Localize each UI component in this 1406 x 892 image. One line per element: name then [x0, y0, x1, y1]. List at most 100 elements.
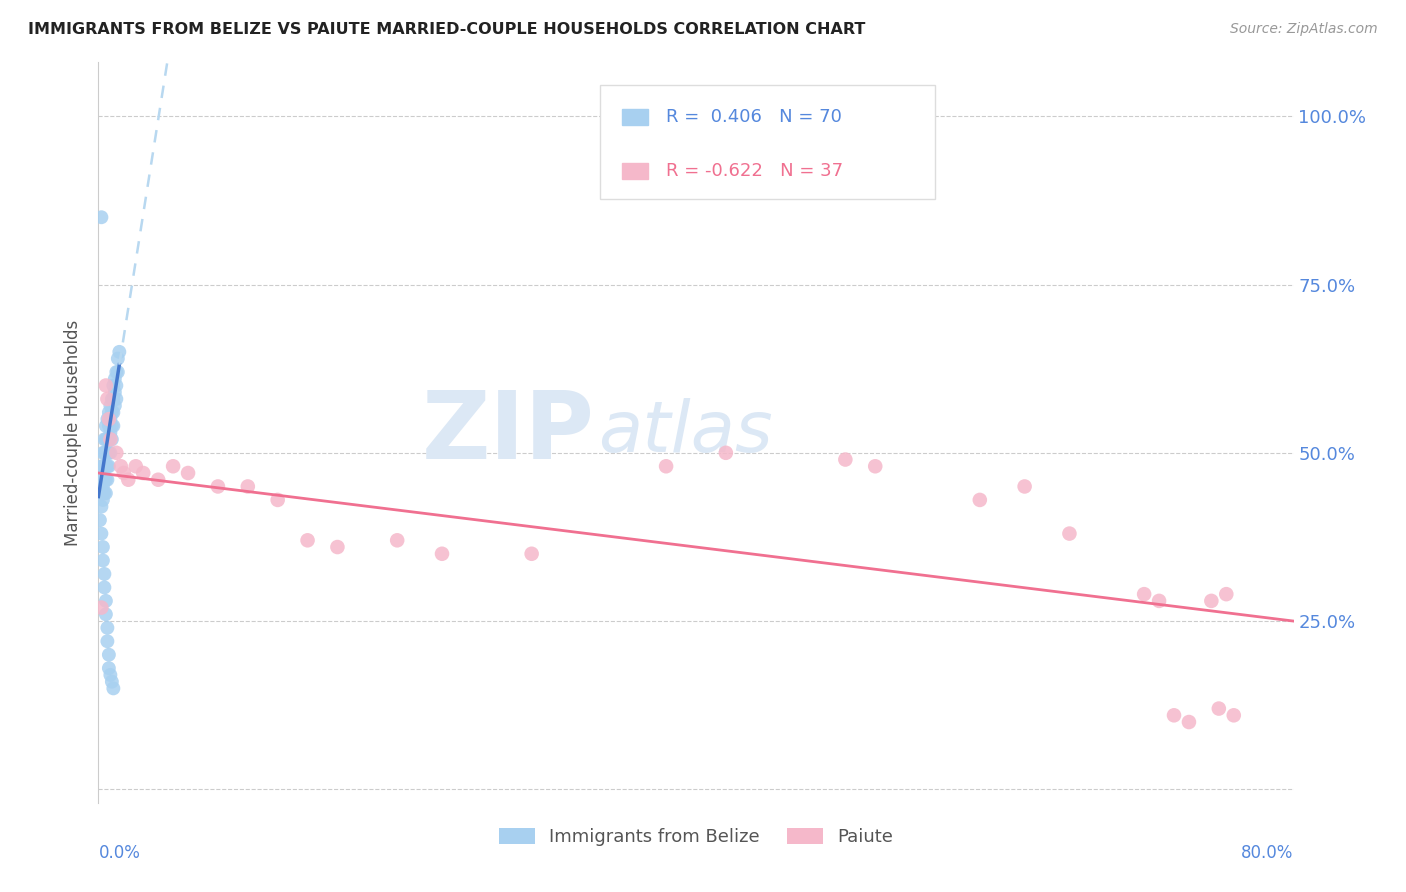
Point: [91, 553, 114, 567]
Point: [97, 412, 120, 426]
Point: [91, 492, 114, 507]
Point: [94, 607, 117, 622]
Point: [93, 459, 115, 474]
Point: [110, 459, 132, 474]
Text: atlas: atlas: [598, 398, 772, 467]
Point: [96, 459, 118, 474]
Point: [96, 621, 118, 635]
Point: [97, 648, 120, 662]
Point: [94, 378, 117, 392]
Y-axis label: Married-couple Households: Married-couple Households: [65, 319, 83, 546]
Point: [89, 513, 111, 527]
Point: [103, 681, 125, 696]
Point: [101, 433, 124, 447]
Point: [1014, 479, 1036, 493]
Point: [430, 547, 453, 561]
Point: [97, 405, 120, 419]
Point: [969, 492, 991, 507]
Point: [101, 418, 124, 433]
Point: [104, 399, 127, 413]
Point: [91, 479, 114, 493]
Point: [105, 446, 128, 460]
Point: [98, 446, 122, 460]
Point: [1215, 587, 1237, 601]
Point: [132, 466, 155, 480]
Point: [93, 486, 115, 500]
Point: [93, 581, 115, 595]
Point: [385, 533, 409, 548]
Point: [1223, 708, 1246, 723]
Point: [89, 473, 111, 487]
Text: 80.0%: 80.0%: [1241, 844, 1294, 862]
Point: [90, 486, 112, 500]
Legend: Immigrants from Belize, Paiute: Immigrants from Belize, Paiute: [492, 821, 900, 853]
Point: [93, 473, 115, 487]
Point: [91, 540, 114, 554]
Point: [97, 418, 120, 433]
Point: [236, 479, 259, 493]
Point: [104, 372, 127, 386]
Point: [94, 486, 117, 500]
Point: [1201, 594, 1223, 608]
Point: [520, 547, 543, 561]
Point: [267, 492, 290, 507]
Point: [96, 433, 118, 447]
Point: [96, 634, 118, 648]
Point: [94, 473, 117, 487]
Point: [1147, 594, 1170, 608]
Point: [101, 405, 124, 419]
Point: [655, 459, 678, 474]
Point: [1059, 526, 1081, 541]
Point: [90, 473, 112, 487]
Point: [1208, 701, 1230, 715]
Point: [96, 446, 118, 460]
Point: [103, 418, 125, 433]
Point: [101, 392, 124, 406]
Point: [297, 533, 319, 548]
Point: [91, 486, 114, 500]
Point: [89, 486, 111, 500]
Point: [162, 459, 184, 474]
Point: [97, 446, 120, 460]
Point: [177, 466, 200, 480]
Point: [207, 479, 229, 493]
Point: [98, 668, 122, 682]
Point: [326, 540, 349, 554]
Point: [97, 459, 120, 474]
Point: [96, 392, 118, 406]
Point: [104, 385, 127, 400]
Point: [94, 446, 117, 460]
Point: [98, 399, 122, 413]
Point: [108, 344, 131, 359]
Point: [834, 452, 856, 467]
Point: [98, 425, 122, 440]
Point: [90, 211, 112, 225]
Point: [98, 433, 122, 447]
Point: [103, 378, 125, 392]
Point: [105, 392, 128, 406]
Point: [103, 392, 125, 406]
Point: [91, 459, 114, 474]
Point: [90, 526, 112, 541]
Point: [112, 466, 135, 480]
Point: [117, 473, 139, 487]
Point: [97, 661, 120, 675]
Point: [94, 459, 117, 474]
Point: [93, 446, 115, 460]
Point: [91, 473, 114, 487]
Text: R =  0.406   N = 70: R = 0.406 N = 70: [666, 108, 842, 126]
Point: [107, 351, 129, 366]
Point: [90, 600, 112, 615]
Point: [105, 365, 128, 379]
Point: [105, 378, 128, 392]
Point: [97, 433, 120, 447]
Point: [94, 418, 117, 433]
Point: [148, 473, 170, 487]
Point: [107, 365, 129, 379]
Point: [96, 412, 118, 426]
Point: [125, 459, 148, 474]
Bar: [621, 162, 648, 179]
Text: ZIP: ZIP: [422, 386, 595, 479]
Text: R = -0.622   N = 37: R = -0.622 N = 37: [666, 161, 844, 179]
Text: IMMIGRANTS FROM BELIZE VS PAIUTE MARRIED-COUPLE HOUSEHOLDS CORRELATION CHART: IMMIGRANTS FROM BELIZE VS PAIUTE MARRIED…: [28, 22, 866, 37]
